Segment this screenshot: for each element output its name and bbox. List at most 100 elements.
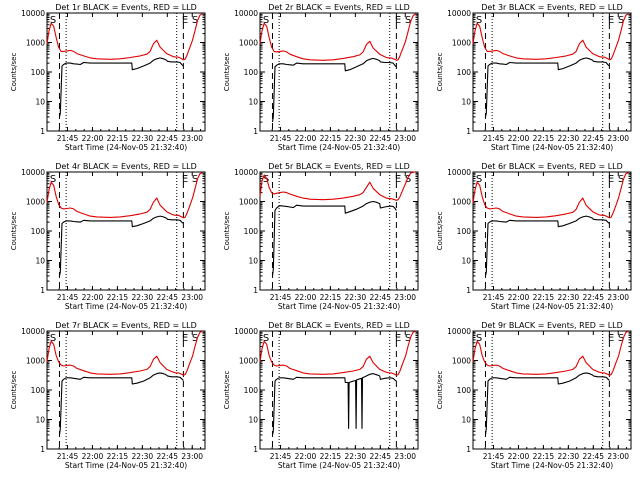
y-tick-label: 10 [461,257,471,266]
x-tick-label: 22:30 [558,293,580,302]
y-axis-label: Counts/sec [223,371,231,410]
annotation-label: S [192,174,198,185]
x-tick-label: 22:00 [82,452,104,461]
events-series-line [58,57,184,118]
y-tick-label: 1000 [452,357,471,366]
panel-det-6: Det 6r BLACK = Events, RED = LLD 1 10 100 10… [436,162,632,311]
y-tick-label: 100 [457,227,472,236]
x-tick-label: 22:00 [508,293,530,302]
annotation-label: S [618,333,624,344]
plot-frame [46,12,206,132]
plot-frame [46,330,206,450]
x-tick-label: 22:45 [582,293,604,302]
events-series-line [484,372,610,435]
annotation-label: E [395,333,401,344]
y-tick-label: 1 [466,286,471,295]
x-axis-label: Start Time (24-Nov-05 21:32:40) [278,461,400,470]
lld-series-line [46,172,203,219]
y-tick-label: 1 [253,127,258,136]
y-tick-label: 100 [244,386,259,395]
panel-title: Det 4r BLACK = Events, RED = LLD [55,162,197,171]
y-tick-label: 100 [31,386,46,395]
y-tick-label: 10000 [21,168,45,177]
annotation-label: S [192,15,198,26]
y-tick-label: 1 [40,127,45,136]
y-axis-label: Counts/sec [436,53,444,92]
x-tick-label: 21:45 [270,293,292,302]
annotation-label: S [476,15,482,26]
y-tick-label: 10000 [234,168,258,177]
x-tick-label: 21:45 [483,452,505,461]
y-axis-label: Counts/sec [10,53,18,92]
lld-series-line [472,13,629,61]
x-axis-label: Start Time (24-Nov-05 21:32:40) [491,143,613,152]
panel-det-2: Det 2r BLACK = Events, RED = LLD 1 10 100 10… [223,3,419,152]
x-tick-label: 23:00 [394,293,416,302]
x-tick-label: 21:45 [483,293,505,302]
annotation-label: E [182,15,188,26]
x-tick-label: 22:15 [320,134,342,143]
x-tick-label: 22:15 [107,134,129,143]
annotation-label: S [50,15,56,26]
x-tick-label: 22:45 [369,293,391,302]
lld-series-line [46,330,203,376]
x-tick-label: 22:45 [156,452,178,461]
x-tick-label: 22:00 [82,134,104,143]
x-axis-label: Start Time (24-Nov-05 21:32:40) [491,302,613,311]
panel-det-3: Det 3r BLACK = Events, RED = LLD 1 10 100 10… [436,3,632,152]
y-axis-label: Counts/sec [10,371,18,410]
y-tick-label: 10000 [447,9,471,18]
events-series-line [58,215,184,277]
x-tick-label: 22:15 [320,293,342,302]
y-tick-label: 1000 [26,198,45,207]
y-tick-label: 1000 [452,198,471,207]
annotation-label: E [608,15,614,26]
events-series-line [271,373,397,436]
lld-series-line [259,171,416,201]
x-tick-label: 22:45 [156,293,178,302]
panel-title: Det 9r BLACK = Events, RED = LLD [481,321,623,330]
x-tick-label: 23:00 [607,452,629,461]
y-tick-label: 10 [35,257,45,266]
annotation-label: S [405,333,411,344]
annotation-label: E [395,174,401,185]
annotation-label: S [405,174,411,185]
annotation-label: S [618,174,624,185]
x-tick-label: 23:00 [607,293,629,302]
y-tick-label: 1000 [239,39,258,48]
y-tick-label: 1000 [26,39,45,48]
y-axis-label: Counts/sec [223,212,231,251]
x-tick-label: 22:45 [369,452,391,461]
x-tick-label: 23:00 [181,134,203,143]
x-tick-label: 22:15 [107,293,129,302]
annotation-label: E [608,333,614,344]
plot-frame [472,171,632,291]
y-tick-label: 10000 [21,9,45,18]
x-tick-label: 22:00 [295,452,317,461]
annotation-label: S [50,174,56,185]
x-tick-label: 21:45 [270,452,292,461]
panel-title: Det 5r BLACK = Events, RED = LLD [268,162,410,171]
x-tick-label: 22:15 [533,293,555,302]
lld-series-line [46,13,203,61]
x-tick-label: 23:00 [181,452,203,461]
plot-frame [46,171,206,291]
x-tick-label: 22:00 [508,134,530,143]
y-axis-label: Counts/sec [436,371,444,410]
panel-title: Det 2r BLACK = Events, RED = LLD [268,3,410,12]
x-axis-label: Start Time (24-Nov-05 21:32:40) [65,302,187,311]
y-tick-label: 10 [248,416,258,425]
x-tick-label: 22:45 [369,134,391,143]
panel-det-4: Det 4r BLACK = Events, RED = LLD 1 10 100 10… [10,162,206,311]
x-axis-label: Start Time (24-Nov-05 21:32:40) [65,143,187,152]
panel-det-7: Det 7r BLACK = Events, RED = LLD 1 10 100 10… [10,321,206,470]
y-tick-label: 10 [461,416,471,425]
panel-title: Det 1r BLACK = Events, RED = LLD [55,3,197,12]
x-tick-label: 23:00 [607,134,629,143]
panel-det-5: Det 5r BLACK = Events, RED = LLD 1 10 100 10… [223,162,419,311]
y-tick-label: 10000 [447,327,471,336]
x-axis-label: Start Time (24-Nov-05 21:32:40) [278,143,400,152]
lld-series-line [472,172,629,219]
x-tick-label: 21:45 [57,452,79,461]
